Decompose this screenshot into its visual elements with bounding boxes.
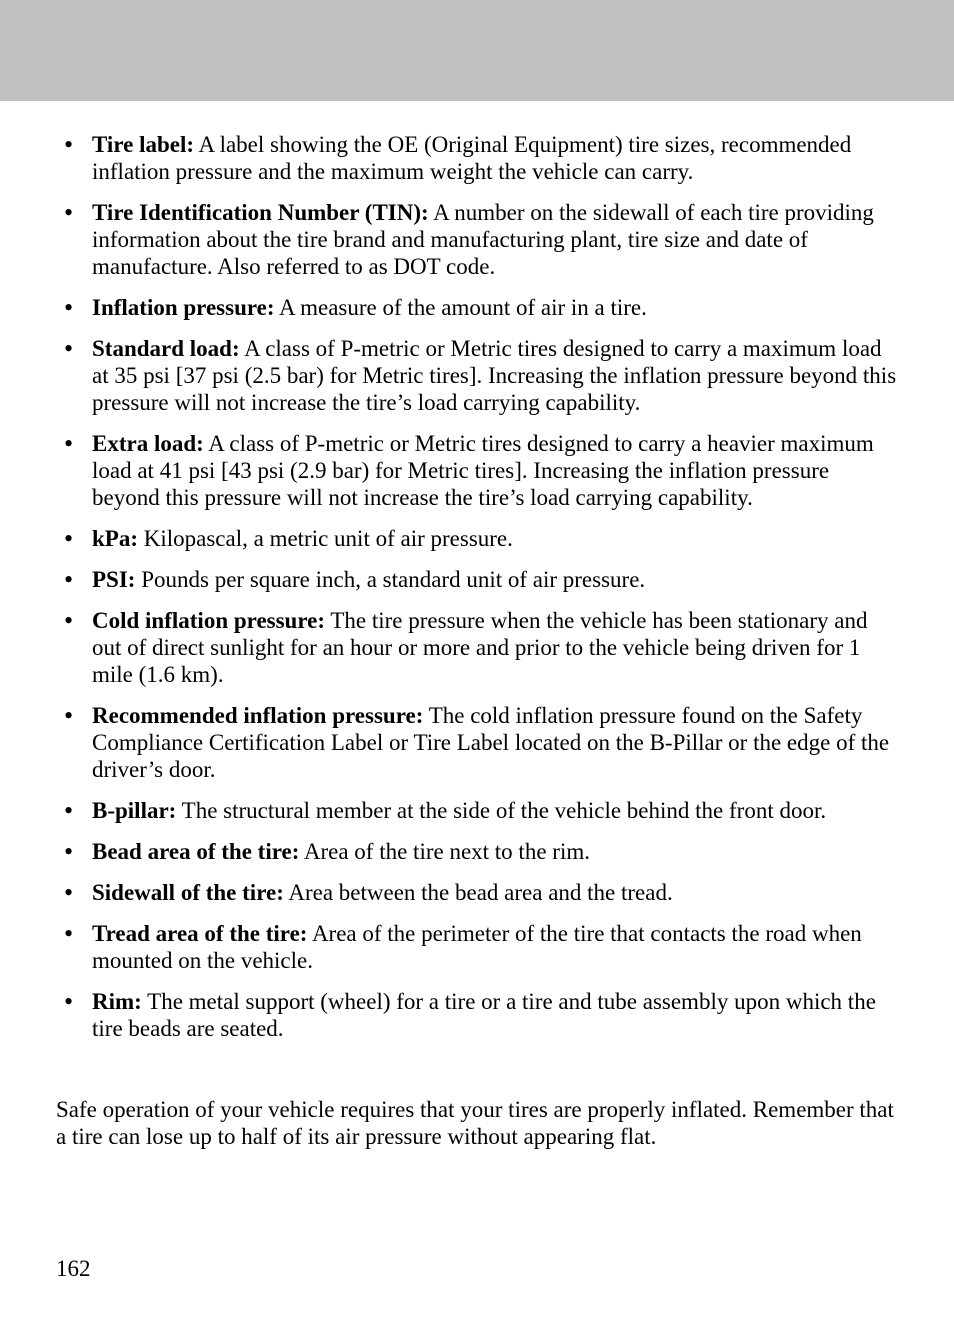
definition-item: • Tire Identification Number (TIN): A nu…: [56, 199, 898, 280]
definition-text: The structural member at the side of the…: [176, 798, 826, 823]
definition-term: Sidewall of the tire:: [92, 880, 284, 905]
page-number: 162: [56, 1255, 91, 1282]
definition-item: • Extra load: A class of P-metric or Met…: [56, 430, 898, 511]
definition-item: • Tread area of the tire: Area of the pe…: [56, 920, 898, 974]
definition-term: PSI:: [92, 567, 135, 592]
definition-item: • PSI: Pounds per square inch, a standar…: [56, 566, 898, 593]
definition-item: • Rim: The metal support (wheel) for a t…: [56, 988, 898, 1042]
definition-term: Rim:: [92, 989, 142, 1014]
definition-text: Pounds per square inch, a standard unit …: [135, 567, 645, 592]
definition-term: Tire Identification Number (TIN):: [92, 200, 429, 225]
definition-term: Tire label:: [92, 132, 194, 157]
definition-term: Bead area of the tire:: [92, 839, 299, 864]
bullet-icon: •: [64, 920, 73, 947]
definition-term: Cold inflation pressure:: [92, 608, 325, 633]
definition-term: Extra load:: [92, 431, 204, 456]
definition-term: Recommended inflation pressure:: [92, 703, 423, 728]
definition-text: Area between the bead area and the tread…: [284, 880, 673, 905]
page-content: • Tire label: A label showing the OE (Or…: [0, 131, 954, 1150]
bullet-icon: •: [64, 702, 73, 729]
definition-item: • Standard load: A class of P-metric or …: [56, 335, 898, 416]
definition-text: A class of P-metric or Metric tires desi…: [92, 431, 874, 510]
bullet-icon: •: [64, 335, 73, 362]
definition-text: Kilopascal, a metric unit of air pressur…: [138, 526, 513, 551]
bullet-icon: •: [64, 525, 73, 552]
bullet-icon: •: [64, 879, 73, 906]
bullet-icon: •: [64, 607, 73, 634]
definition-term: kPa:: [92, 526, 138, 551]
definition-item: • Bead area of the tire: Area of the tir…: [56, 838, 898, 865]
definition-item: • B-pillar: The structural member at the…: [56, 797, 898, 824]
definition-item: • Recommended inflation pressure: The co…: [56, 702, 898, 783]
header-bar: [0, 0, 954, 101]
bullet-icon: •: [64, 199, 73, 226]
definition-item: • Tire label: A label showing the OE (Or…: [56, 131, 898, 185]
definition-term: Standard load:: [92, 336, 240, 361]
definition-item: • Inflation pressure: A measure of the a…: [56, 294, 898, 321]
bullet-icon: •: [64, 294, 73, 321]
definition-term: B-pillar:: [92, 798, 176, 823]
bullet-icon: •: [64, 838, 73, 865]
bullet-icon: •: [64, 566, 73, 593]
definition-text: Area of the tire next to the rim.: [299, 839, 590, 864]
definition-item: • Sidewall of the tire: Area between the…: [56, 879, 898, 906]
bullet-icon: •: [64, 797, 73, 824]
definition-term: Inflation pressure:: [92, 295, 275, 320]
bullet-icon: •: [64, 430, 73, 457]
definition-text: A measure of the amount of air in a tire…: [275, 295, 647, 320]
definition-item: • kPa: Kilopascal, a metric unit of air …: [56, 525, 898, 552]
definition-text: A label showing the OE (Original Equipme…: [92, 132, 851, 184]
definition-text: The metal support (wheel) for a tire or …: [92, 989, 876, 1041]
definitions-list: • Tire label: A label showing the OE (Or…: [56, 131, 898, 1042]
bullet-icon: •: [64, 988, 73, 1015]
definition-term: Tread area of the tire:: [92, 921, 307, 946]
definition-item: • Cold inflation pressure: The tire pres…: [56, 607, 898, 688]
bullet-icon: •: [64, 131, 73, 158]
inflation-paragraph: Safe operation of your vehicle requires …: [56, 1096, 898, 1150]
